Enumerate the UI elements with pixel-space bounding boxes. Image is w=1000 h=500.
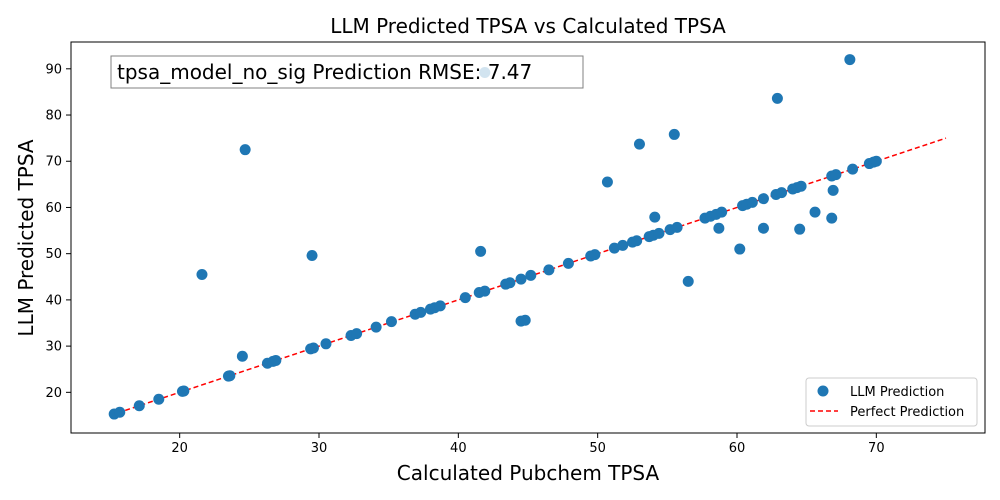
y-axis-label: LLM Predicted TPSA [14,139,38,336]
y-tick-label: 40 [45,293,62,308]
data-point [114,406,126,418]
data-point [682,275,694,287]
legend: LLM Prediction Perfect Prediction [805,377,978,427]
data-point [668,128,680,140]
data-point [649,211,661,223]
data-point [543,264,555,276]
data-point [196,268,208,280]
rmse-annotation: tpsa_model_no_sig Prediction RMSE: 7.47 [110,55,584,89]
y-tick-label: 30 [45,340,62,355]
data-point [385,316,397,328]
y-tick-label: 70 [45,155,62,170]
legend-label-llm-prediction: LLM Prediction [850,385,944,400]
data-point [236,350,248,362]
y-tick-label: 50 [45,247,62,262]
data-point [459,292,471,304]
scatter-points [108,54,882,420]
data-point [826,212,838,224]
plot-area: 20 30 40 50 60 70 20 30 40 50 60 70 80 90 [45,41,986,456]
chart-title: LLM Predicted TPSA vs Calculated TPSA [330,14,726,38]
data-point [830,169,842,181]
data-point [351,328,363,340]
data-point [809,206,821,218]
data-point [757,222,769,234]
data-point [178,385,190,397]
data-point [515,273,527,285]
data-point [631,235,643,247]
x-tick-label: 60 [729,441,746,456]
data-point [307,342,319,354]
data-point [827,184,839,196]
data-point [589,249,601,261]
data-point [434,300,446,312]
data-point [601,176,613,188]
data-point [239,144,251,156]
data-point [716,206,728,218]
data-point [734,243,746,255]
data-point [519,314,531,326]
x-tick-label: 70 [868,441,885,456]
data-point [608,242,620,254]
data-point [847,163,859,175]
rmse-annotation-text: tpsa_model_no_sig Prediction RMSE: 7.47 [117,60,532,84]
data-point [653,227,665,239]
x-axis-ticks: 20 30 40 50 60 70 [171,433,885,456]
data-point [320,338,332,350]
y-axis-ticks: 20 30 40 50 60 70 80 90 [45,62,71,401]
data-point [133,400,145,412]
data-point [746,196,758,208]
data-point [844,54,856,66]
x-tick-label: 30 [311,441,328,456]
data-point [757,193,769,205]
data-point [525,269,537,281]
data-point [617,239,629,251]
data-point [504,277,516,289]
data-point [794,223,806,235]
legend-label-perfect-prediction: Perfect Prediction [850,405,964,420]
x-tick-label: 40 [450,441,467,456]
data-point [224,370,236,382]
legend-box [805,377,978,427]
data-point [370,321,382,333]
data-point [870,155,882,167]
rmse-annotation-box [110,55,584,89]
data-point [306,250,318,262]
data-point [795,180,807,192]
y-tick-label: 60 [45,201,62,216]
data-point [713,222,725,234]
data-point [671,221,683,233]
data-point [270,354,282,366]
data-point [479,285,491,297]
data-point [562,257,574,269]
y-tick-label: 80 [45,109,62,124]
x-axis-label: Calculated Pubchem TPSA [397,461,660,485]
x-tick-label: 50 [589,441,606,456]
data-point [771,92,783,104]
y-tick-label: 90 [45,62,62,77]
data-point [633,138,645,150]
data-point [475,245,487,257]
x-tick-label: 20 [171,441,188,456]
data-point [415,306,427,318]
legend-marker-llm-prediction [817,385,829,397]
plot-frame [70,41,986,434]
data-point [153,393,165,405]
y-tick-label: 20 [45,386,62,401]
data-point [776,187,788,199]
